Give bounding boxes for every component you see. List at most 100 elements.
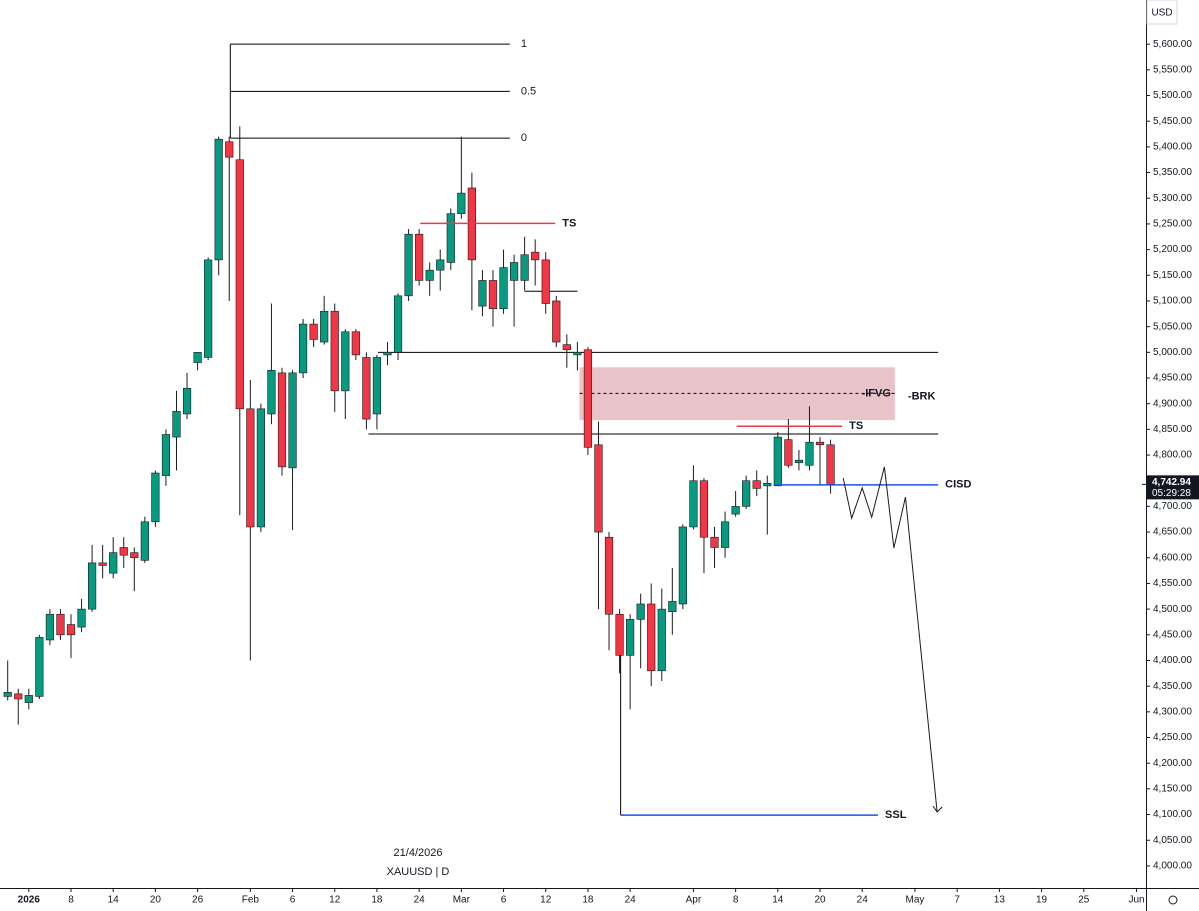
candle-body	[720, 521, 730, 548]
x-tick-label: 20	[150, 895, 162, 906]
y-tick-label: 4,950.00	[1153, 373, 1192, 384]
x-tick-label: Jun	[1128, 895, 1144, 906]
candle-body	[657, 608, 666, 672]
candle-body	[66, 624, 76, 636]
candle-body	[404, 233, 413, 297]
candle-body	[742, 480, 751, 507]
line-label: TS	[849, 420, 863, 432]
projection-arrow	[932, 805, 943, 813]
candle-body	[140, 521, 149, 561]
fib-label: 0.5	[521, 85, 536, 97]
y-tick-label: 4,050.00	[1153, 835, 1192, 846]
candle-body	[626, 619, 635, 656]
candle-body	[3, 692, 12, 697]
currency-box[interactable]	[1146, 0, 1178, 25]
candle-body	[794, 459, 804, 464]
x-tick-label: 18	[371, 895, 383, 906]
x-tick-label: 6	[290, 895, 296, 906]
candle-body	[309, 323, 318, 340]
candle-body	[277, 372, 287, 468]
candle-body	[130, 552, 139, 559]
candle-body	[14, 693, 23, 700]
candle-body	[383, 352, 392, 356]
y-tick-label: 4,900.00	[1153, 398, 1192, 409]
y-tick-label: 4,300.00	[1153, 706, 1192, 717]
candle-body	[509, 262, 519, 281]
candle-body	[161, 434, 171, 476]
candle-body	[457, 192, 466, 214]
last-price-label: 4,742.94	[1152, 477, 1191, 488]
y-tick-label: 4,350.00	[1153, 681, 1192, 692]
candle-body	[330, 310, 339, 392]
watermark-date: 21/4/2026	[394, 847, 443, 859]
candle-body	[87, 562, 97, 610]
countdown: 05:29:28	[1152, 488, 1191, 499]
currency: USD	[1151, 8, 1172, 19]
candle-body	[351, 331, 360, 356]
x-tick-label: 12	[540, 895, 552, 906]
y-tick-label: 4,400.00	[1153, 655, 1192, 666]
candle-body	[182, 387, 192, 415]
x-tick-label: Mar	[453, 895, 471, 906]
y-tick-label: 5,050.00	[1153, 321, 1192, 332]
candle-body	[425, 269, 434, 281]
ifvg-label: -IFVG	[862, 387, 891, 399]
x-tick-label: 8	[733, 895, 739, 906]
candle-body	[45, 613, 54, 641]
candle-body	[689, 480, 698, 528]
candle-body	[362, 357, 371, 420]
brk-label: -BRK	[908, 390, 936, 402]
candle-body	[731, 506, 740, 515]
candle-body	[193, 352, 202, 363]
last-price-box	[1147, 475, 1199, 500]
x-tick-label: 12	[329, 895, 341, 906]
candle-body	[235, 159, 244, 410]
y-tick-label: 4,600.00	[1153, 552, 1192, 563]
y-tick-label: 5,350.00	[1153, 167, 1192, 178]
candle-body	[298, 323, 308, 374]
fib-label: 0	[521, 132, 527, 144]
watermark-symbol: XAUUSD | D	[387, 866, 450, 878]
y-tick-label: 5,500.00	[1153, 90, 1192, 101]
y-tick-label: 5,100.00	[1153, 296, 1192, 307]
candle-body	[773, 436, 782, 487]
y-tick-label: 5,250.00	[1153, 219, 1192, 230]
x-tick-label: 14	[772, 895, 784, 906]
candle-body	[531, 251, 540, 261]
candle-body	[784, 439, 793, 466]
y-tick-label: 4,450.00	[1153, 629, 1192, 640]
y-tick-label: 4,500.00	[1153, 604, 1192, 615]
candle-body	[436, 259, 445, 271]
candle-body	[151, 472, 160, 523]
x-tick-label: 6	[501, 895, 507, 906]
x-tick-label: 24	[625, 895, 637, 906]
y-tick-label: 5,000.00	[1153, 347, 1192, 358]
x-tick-label: 24	[857, 895, 869, 906]
y-tick-label: 5,150.00	[1153, 270, 1192, 281]
candle-body	[256, 408, 265, 528]
candle-body	[77, 608, 86, 628]
candle-body	[604, 536, 614, 615]
candle-body	[446, 213, 455, 263]
candle-body	[668, 601, 677, 612]
candle-body	[341, 331, 350, 392]
x-tick-label: 14	[108, 895, 120, 906]
x-tick-label: 25	[1078, 895, 1090, 906]
candle-body	[204, 259, 213, 358]
y-tick-label: 5,600.00	[1153, 39, 1192, 50]
candle-body	[109, 552, 118, 574]
candle-body	[615, 613, 624, 656]
y-tick-label: 4,100.00	[1153, 809, 1192, 820]
y-tick-label: 5,300.00	[1153, 193, 1192, 204]
candle-body	[763, 482, 772, 487]
candle-body	[119, 547, 128, 556]
x-tick-label: Feb	[242, 895, 260, 906]
candle-body	[699, 480, 709, 538]
x-tick-label: 24	[414, 895, 426, 906]
candle-body	[372, 357, 382, 415]
candle-body	[541, 259, 550, 304]
candle-body	[647, 603, 656, 672]
y-tick-label: 5,450.00	[1153, 116, 1192, 127]
candle-body	[826, 444, 835, 485]
settings-icon[interactable]	[1168, 895, 1178, 905]
